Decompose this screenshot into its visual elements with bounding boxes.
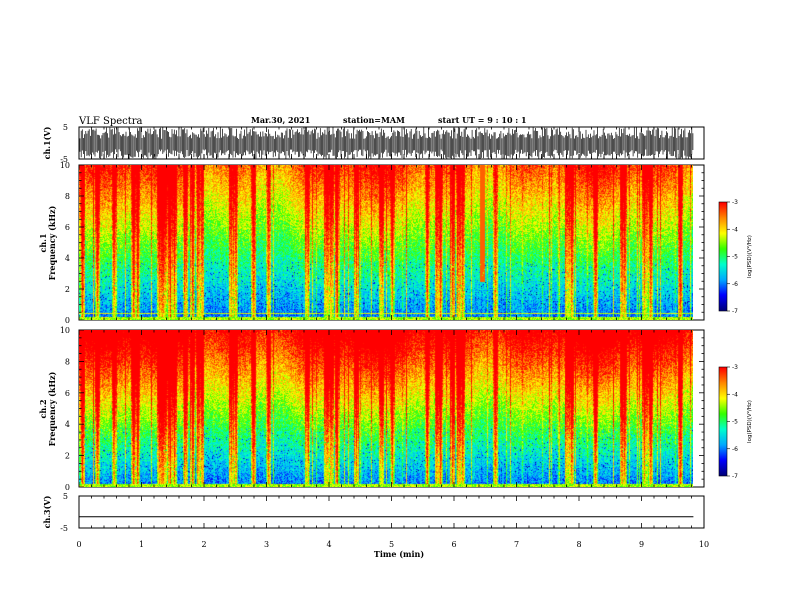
figure-title: VLF Spectra <box>78 116 143 127</box>
y-tick-label: 0 <box>65 483 70 492</box>
ch2-spectrogram-panel: 0 2 4 6 8 10 ch.2 Frequency (kHz) <box>38 326 705 492</box>
ch1-ylabel: ch.1(V) <box>42 126 52 159</box>
colorbar-label: log(PSD)(V²/Hz) <box>746 235 753 278</box>
y-tick-label: 8 <box>65 192 70 201</box>
x-tick-label: 2 <box>201 540 206 549</box>
ch1-spectrogram-image <box>79 165 693 320</box>
ch3-ylabel: ch.3(V) <box>42 495 52 528</box>
colorbar-gradient <box>719 367 727 476</box>
x-tick-label: 6 <box>451 540 456 549</box>
ch2-spectrogram-yticks: 0 2 4 6 8 10 <box>60 326 704 492</box>
colorbar-tick-label: -6 <box>732 446 738 453</box>
colorbar-tick-label: -4 <box>732 391 738 398</box>
y-tick-label: 8 <box>65 357 70 366</box>
header-start-time: start UT = 9 : 10 : 1 <box>438 115 527 125</box>
ch2-colorbar: -3 -4 -5 -6 -7 log(PSD)(V²/Hz) <box>718 364 753 480</box>
x-tick-label: 10 <box>699 540 709 549</box>
x-tick-label: 4 <box>326 540 331 549</box>
x-tick-label: 7 <box>514 540 519 549</box>
ch3-ytick-minus5: -5 <box>60 524 68 533</box>
header-station: station=MAM <box>343 115 405 125</box>
y-tick-label: 0 <box>65 316 70 325</box>
y-tick-label: 10 <box>60 161 70 170</box>
x-tick-label: 0 <box>76 540 81 549</box>
colorbar-tick-label: -7 <box>732 308 738 315</box>
ch1-ytick-minus5: -5 <box>60 155 68 164</box>
x-tick-label: 1 <box>139 540 144 549</box>
ch2-spectrogram-ylabel: Frequency (kHz) <box>47 371 57 446</box>
ch1-ytick-5: 5 <box>63 123 68 132</box>
ch1-spectrogram-channel-label: ch.1 <box>38 233 48 252</box>
colorbar-tick-label: -3 <box>732 199 738 206</box>
colorbar-tick-label: -4 <box>732 226 738 233</box>
y-tick-label: 6 <box>65 389 70 398</box>
ch2-spectrogram-channel-label: ch.2 <box>38 399 48 418</box>
colorbar-tick-label: -3 <box>732 364 738 371</box>
ch1-waveform-spikes <box>79 127 694 159</box>
time-axis-tick-labels: 0 1 2 3 4 5 6 7 8 9 10 <box>76 540 709 549</box>
y-tick-label: 10 <box>60 326 70 335</box>
x-tick-label: 9 <box>639 540 644 549</box>
ch1-spectrogram-ylabel: Frequency (kHz) <box>47 205 57 280</box>
header-date: Mar.30, 2021 <box>251 115 310 125</box>
time-axis-label: Time (min) <box>374 549 424 559</box>
ch1-spectrogram-yticks: 0 2 4 6 8 10 <box>60 161 704 325</box>
y-tick-label: 6 <box>65 223 70 232</box>
y-tick-label: 2 <box>65 285 70 294</box>
colorbar-label: log(PSD)(V²/Hz) <box>746 400 753 443</box>
colorbar-tick-label: -5 <box>732 419 738 426</box>
ch1-colorbar: -3 -4 -5 -6 -7 log(PSD)(V²/Hz) <box>718 199 753 315</box>
colorbar-tick-label: -5 <box>732 254 738 261</box>
colorbar-gradient <box>719 202 727 311</box>
ch2-spectrogram-image <box>79 330 693 487</box>
colorbar-tick-label: -6 <box>732 281 738 288</box>
colorbar-tick-label: -7 <box>732 473 738 480</box>
time-axis-ticks <box>78 127 705 528</box>
ch1-spectrogram-panel: 0 2 4 6 8 10 ch.1 Frequency (kHz) <box>38 161 705 325</box>
x-tick-label: 3 <box>264 540 269 549</box>
x-tick-label: 8 <box>576 540 581 549</box>
ch1-waveform-panel: 5 -5 ch.1(V) <box>42 123 705 164</box>
y-tick-label: 4 <box>65 254 70 263</box>
y-tick-label: 4 <box>65 420 70 429</box>
ch3-ytick-5: 5 <box>63 492 68 501</box>
x-tick-label: 5 <box>389 540 394 549</box>
y-tick-label: 2 <box>65 452 70 461</box>
